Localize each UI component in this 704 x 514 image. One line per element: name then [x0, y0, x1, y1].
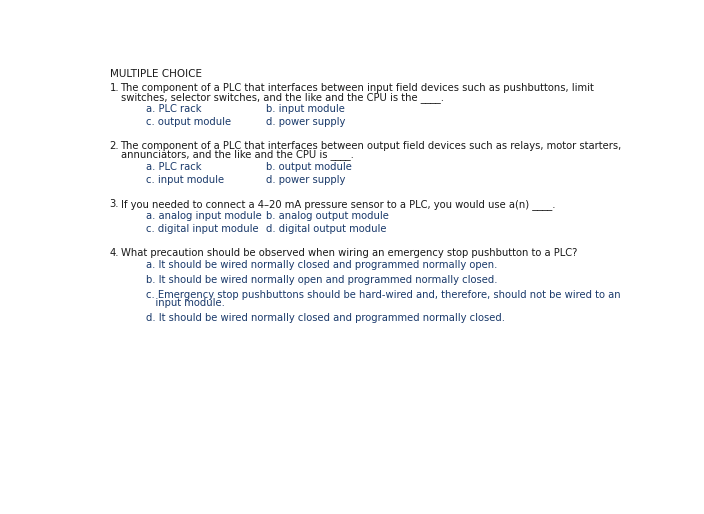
Text: b. output module: b. output module [266, 162, 352, 172]
Text: 2.: 2. [110, 141, 119, 151]
Text: MULTIPLE CHOICE: MULTIPLE CHOICE [110, 69, 202, 79]
Text: c. input module: c. input module [146, 175, 225, 185]
Text: a. PLC rack: a. PLC rack [146, 162, 201, 172]
Text: If you needed to connect a 4–20 mA pressure sensor to a PLC, you would use a(n) : If you needed to connect a 4–20 mA press… [120, 199, 555, 210]
Text: b. analog output module: b. analog output module [266, 211, 389, 221]
Text: 1.: 1. [110, 83, 119, 93]
Text: d. power supply: d. power supply [266, 175, 346, 185]
Text: d. digital output module: d. digital output module [266, 224, 386, 234]
Text: switches, selector switches, and the like and the CPU is the ____.: switches, selector switches, and the lik… [120, 91, 444, 103]
Text: 3.: 3. [110, 199, 119, 209]
Text: c. Emergency stop pushbuttons should be hard-wired and, therefore, should not be: c. Emergency stop pushbuttons should be … [146, 289, 621, 300]
Text: annunciators, and the like and the CPU is ____.: annunciators, and the like and the CPU i… [120, 150, 353, 160]
Text: b. input module: b. input module [266, 104, 345, 114]
Text: b. It should be wired normally open and programmed normally closed.: b. It should be wired normally open and … [146, 275, 498, 285]
Text: c. output module: c. output module [146, 117, 231, 127]
Text: input module.: input module. [146, 298, 225, 308]
Text: 4.: 4. [110, 248, 119, 258]
Text: What precaution should be observed when wiring an emergency stop pushbutton to a: What precaution should be observed when … [120, 248, 577, 258]
Text: a. It should be wired normally closed and programmed normally open.: a. It should be wired normally closed an… [146, 260, 498, 270]
Text: c. digital input module: c. digital input module [146, 224, 259, 234]
Text: The component of a PLC that interfaces between input field devices such as pushb: The component of a PLC that interfaces b… [120, 83, 594, 93]
Text: d. power supply: d. power supply [266, 117, 346, 127]
Text: a. analog input module: a. analog input module [146, 211, 262, 221]
Text: The component of a PLC that interfaces between output field devices such as rela: The component of a PLC that interfaces b… [120, 141, 622, 151]
Text: d. It should be wired normally closed and programmed normally closed.: d. It should be wired normally closed an… [146, 313, 505, 323]
Text: a. PLC rack: a. PLC rack [146, 104, 201, 114]
